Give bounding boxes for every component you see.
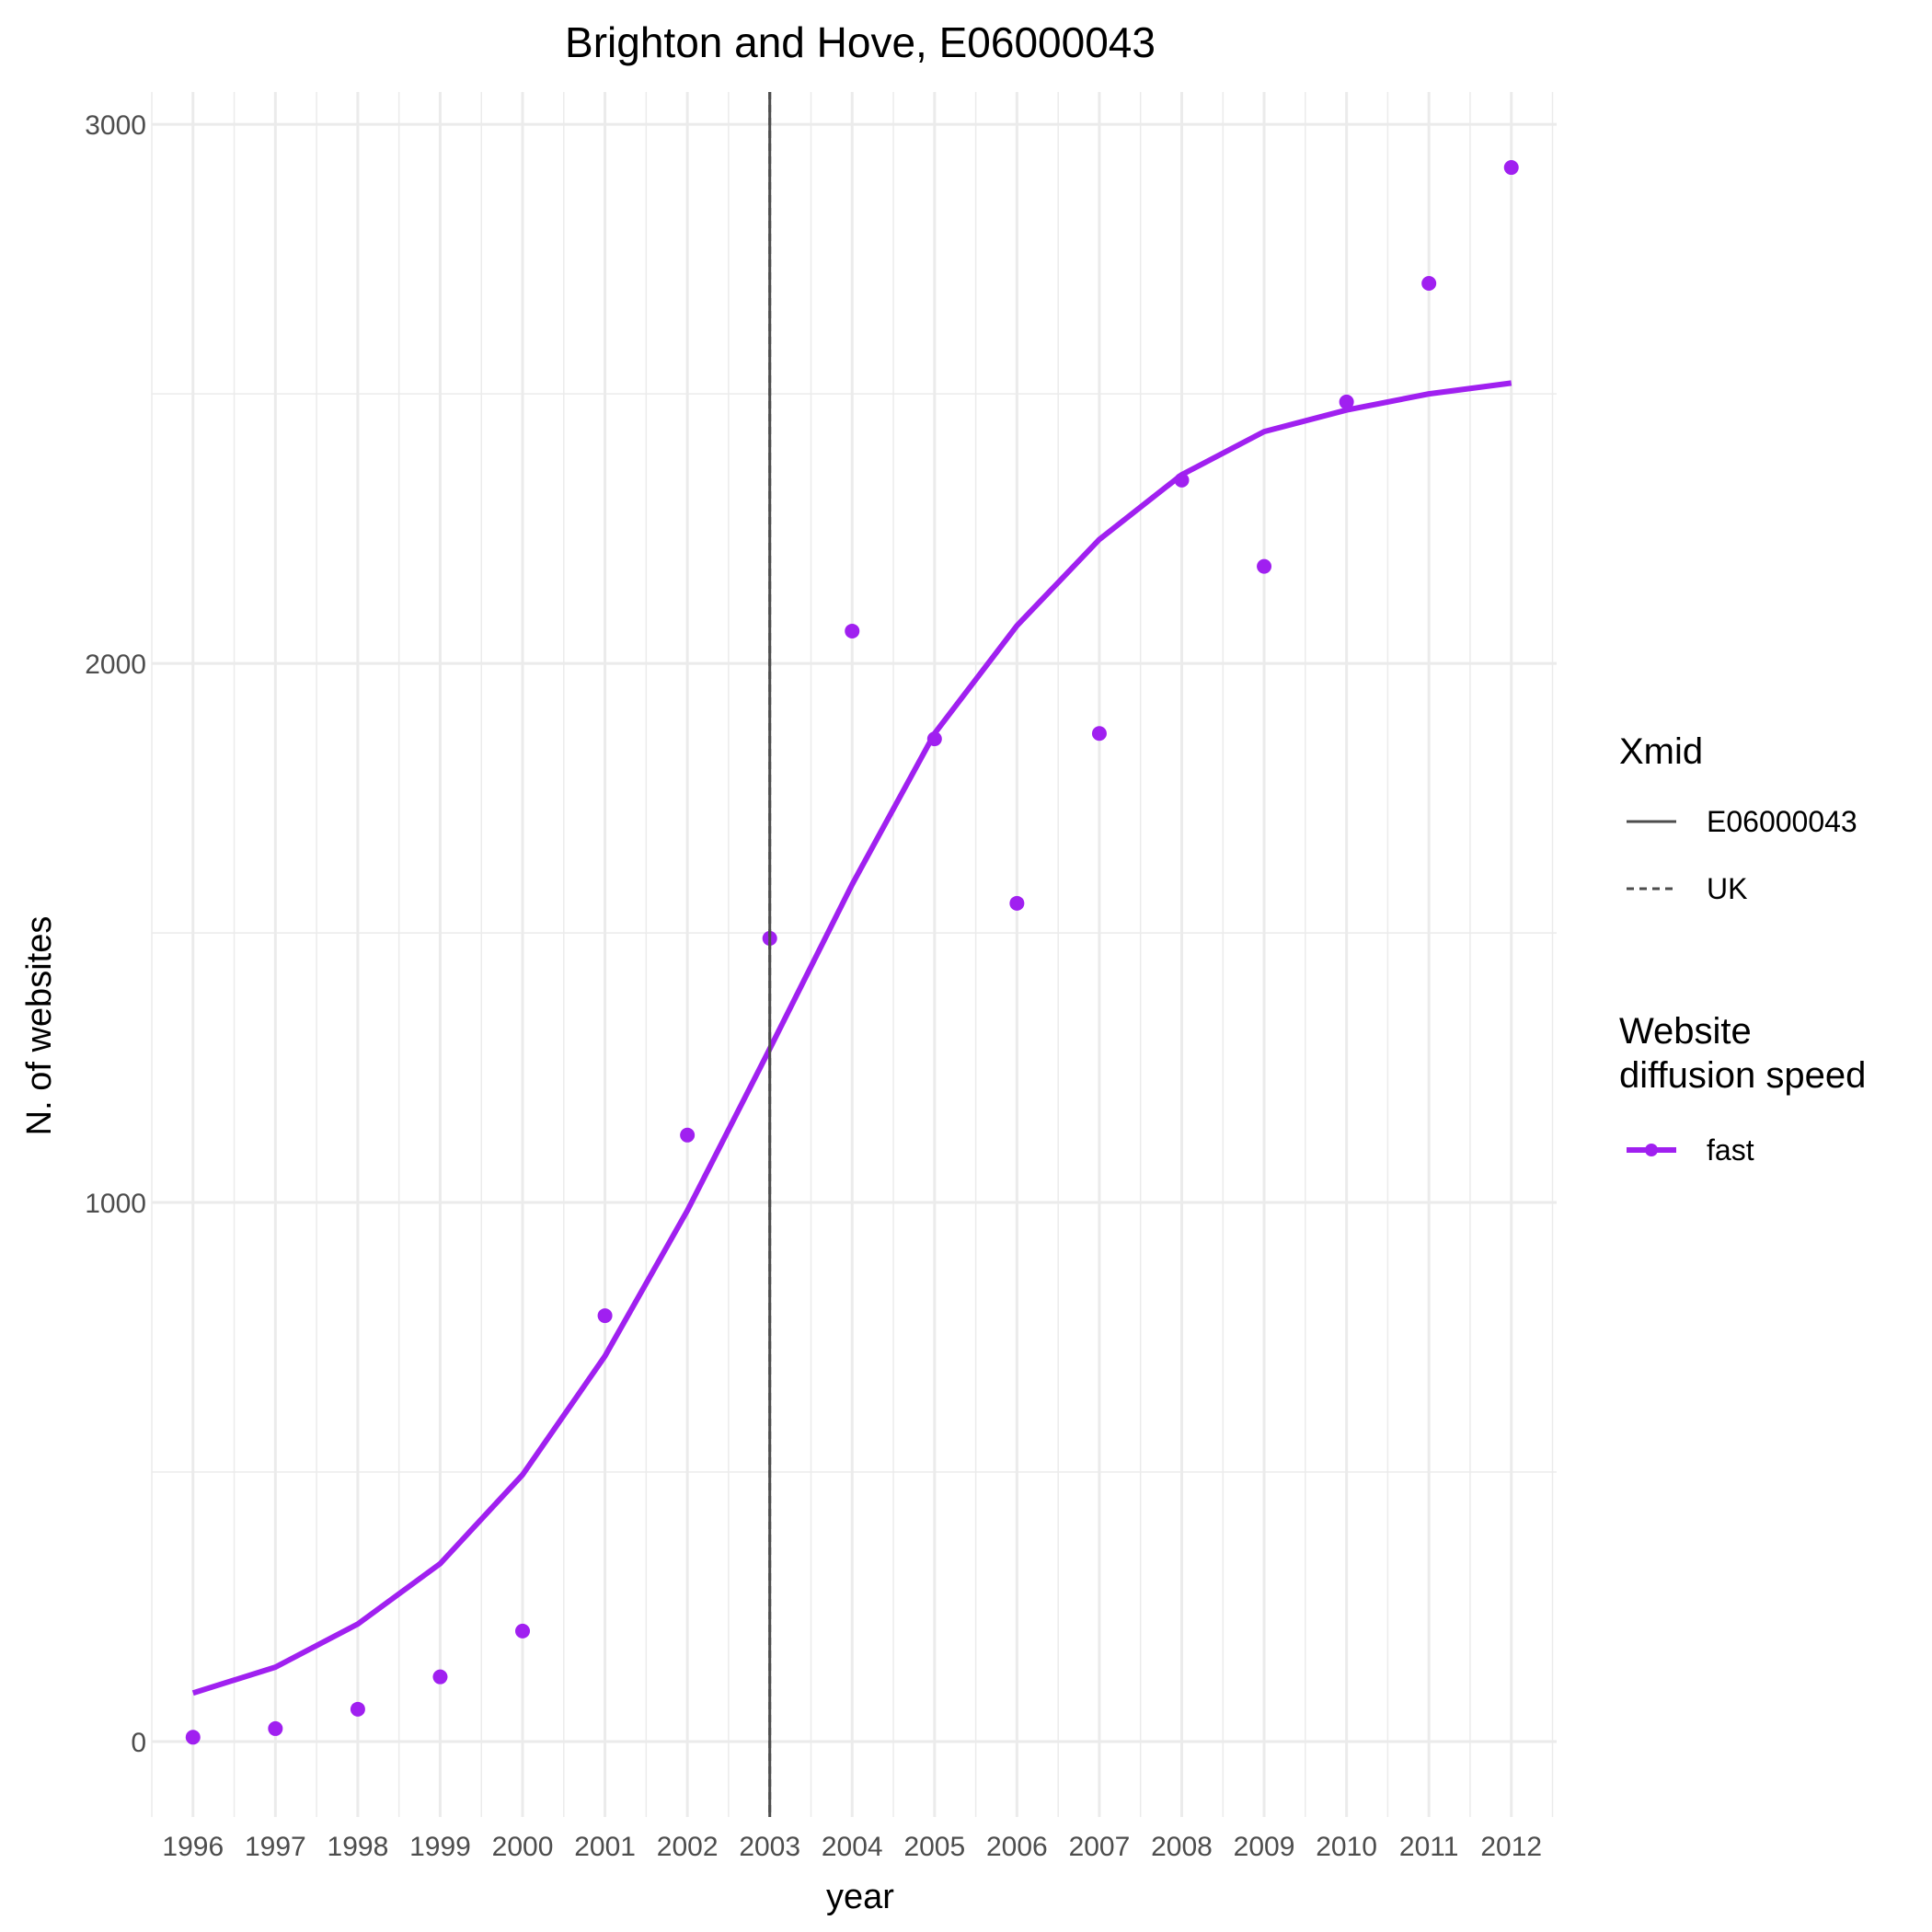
x-tick-label: 2002: [657, 1832, 719, 1862]
legend-item-e06000043: E06000043: [1707, 805, 1857, 838]
data-point: [268, 1720, 283, 1736]
data-point: [926, 731, 942, 747]
y-tick-label: 2000: [85, 650, 146, 680]
y-tick-label: 0: [131, 1728, 146, 1758]
legend-item-uk: UK: [1707, 872, 1747, 905]
data-point: [680, 1127, 696, 1143]
x-tick-label: 1997: [245, 1832, 306, 1862]
x-tick-label: 2008: [1151, 1832, 1213, 1862]
data-point: [845, 623, 860, 638]
data-point: [1339, 394, 1354, 409]
legend-speed: Website diffusion speed fast: [1619, 1011, 1866, 1167]
x-tick-label: 1998: [328, 1832, 389, 1862]
data-point: [1174, 472, 1190, 488]
x-tick-label: 2004: [822, 1832, 883, 1862]
data-point: [1257, 558, 1272, 574]
x-tick-label: 1996: [162, 1832, 224, 1862]
legend-key-fast-point: [1645, 1144, 1658, 1156]
data-point: [432, 1669, 448, 1685]
x-tick-label: 2003: [739, 1832, 800, 1862]
chart-title: Brighton and Hove, E06000043: [565, 18, 1156, 66]
y-axis-title: N. of websites: [20, 916, 59, 1136]
legend-speed-title-line2: diffusion speed: [1619, 1055, 1866, 1096]
legend-xmid-title: Xmid: [1619, 731, 1703, 772]
data-point: [350, 1701, 365, 1717]
legend-xmid: Xmid E06000043 UK: [1619, 731, 1857, 905]
series-line-fast: [191, 380, 1512, 1696]
y-axis: 0 1000 2000 3000: [85, 110, 146, 1758]
plot-layer: [185, 92, 1519, 1817]
x-axis: 1996 1997 1998 1999 2000 2001 2002 2003 2004 2005…: [162, 1832, 1542, 1862]
grid-layer: [151, 92, 1557, 1817]
x-tick-label: 2010: [1316, 1832, 1377, 1862]
x-tick-label: 1999: [409, 1832, 471, 1862]
x-tick-label: 2009: [1234, 1832, 1295, 1862]
y-tick-label: 1000: [85, 1189, 146, 1219]
data-point: [1503, 160, 1519, 176]
data-point: [597, 1308, 613, 1324]
data-point: [1421, 276, 1437, 292]
x-tick-label: 2005: [903, 1832, 965, 1862]
data-point: [185, 1730, 201, 1745]
y-tick-label: 3000: [85, 110, 146, 141]
data-point: [1091, 726, 1107, 742]
x-tick-label: 2007: [1069, 1832, 1131, 1862]
x-tick-label: 2011: [1399, 1832, 1459, 1862]
legend-speed-title-line1: Website: [1619, 1011, 1752, 1052]
data-point: [515, 1623, 531, 1639]
data-point: [1009, 895, 1025, 911]
x-tick-label: 2000: [492, 1832, 554, 1862]
legend-item-fast: fast: [1707, 1133, 1754, 1167]
x-tick-label: 2006: [986, 1832, 1048, 1862]
x-tick-label: 2012: [1480, 1832, 1542, 1862]
x-tick-label: 2001: [574, 1832, 636, 1862]
x-axis-title: year: [826, 1878, 894, 1916]
